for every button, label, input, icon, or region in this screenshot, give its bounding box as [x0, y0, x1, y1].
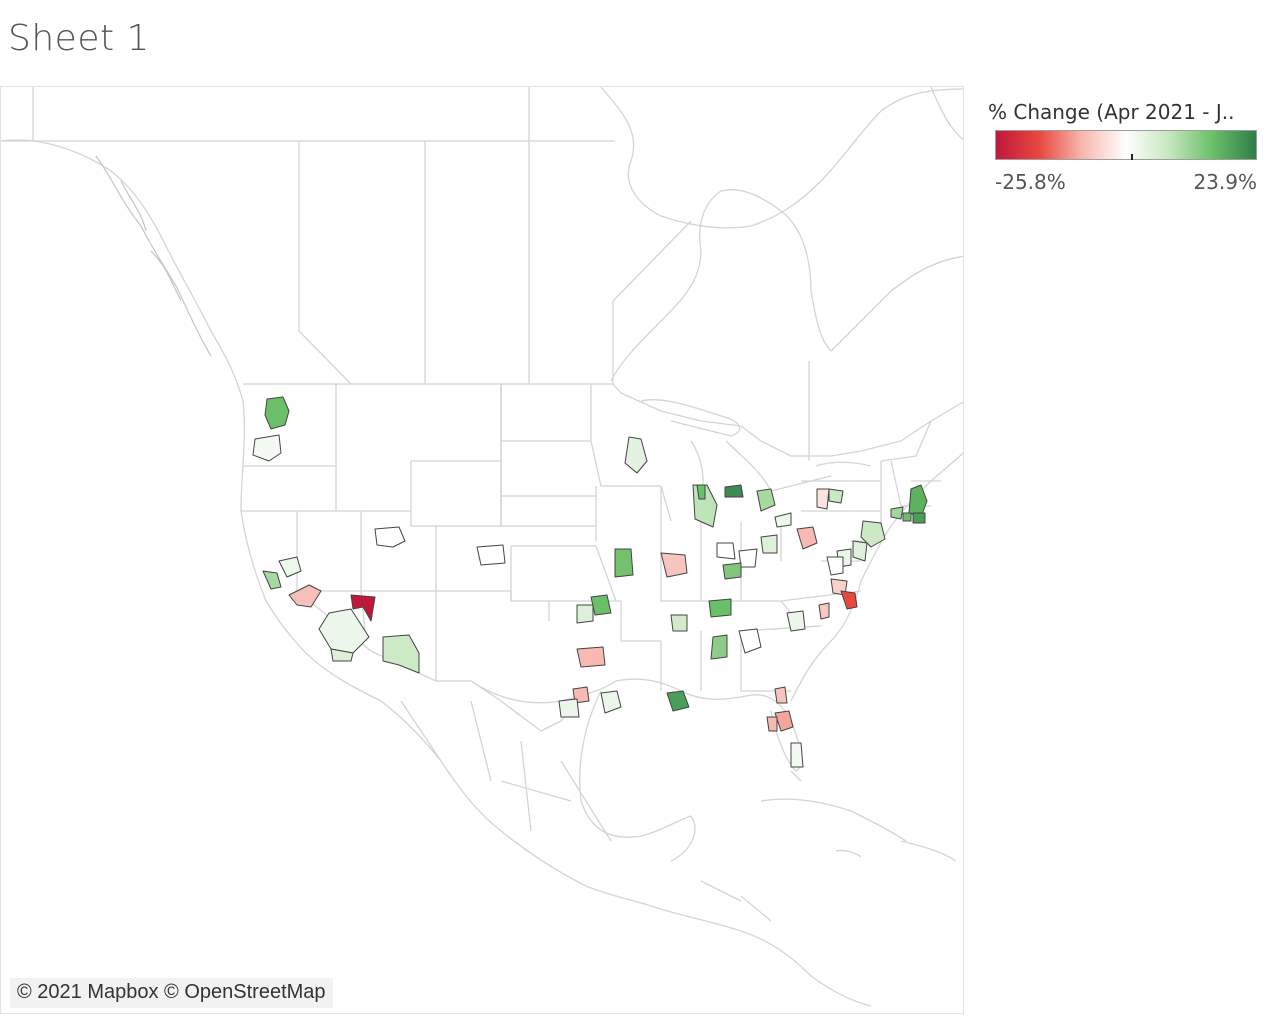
region-tulsa[interactable] [576, 604, 594, 624]
region-cincinnati[interactable] [738, 548, 758, 568]
coastline-gulf [470, 678, 803, 772]
region-tampa[interactable] [766, 716, 778, 732]
region-albany[interactable] [890, 506, 904, 520]
region-providence[interactable] [912, 512, 926, 524]
jamaica [835, 849, 862, 858]
legend-min-label: -25.8% [995, 170, 1066, 194]
region-nashville[interactable] [708, 598, 732, 618]
legend-title: % Change (Apr 2021 - J.. [988, 100, 1235, 124]
region-seattle[interactable] [264, 396, 290, 430]
region-jacksonville[interactable] [774, 686, 788, 704]
canada-us-border [243, 383, 963, 457]
region-new-york[interactable] [860, 520, 886, 548]
region-rochester[interactable] [828, 488, 844, 504]
region-salt-lake[interactable] [374, 526, 406, 548]
region-houston[interactable] [600, 690, 622, 714]
coastline-arctic [600, 87, 963, 229]
coastline-east [790, 452, 963, 702]
region-phoenix[interactable] [382, 634, 420, 674]
region-birmingham[interactable] [710, 634, 728, 660]
region-washington[interactable] [826, 556, 844, 576]
region-san-francisco[interactable] [262, 570, 282, 590]
province-line-6 [32, 87, 615, 142]
region-portland[interactable] [252, 434, 282, 462]
region-cleveland[interactable] [774, 512, 792, 528]
province-line-1 [298, 141, 352, 385]
region-pittsburgh[interactable] [796, 526, 818, 550]
legend-zero-marker [1130, 154, 1133, 160]
legend-max-label: 23.9% [1193, 170, 1257, 194]
region-grand-rapids[interactable] [724, 484, 744, 498]
metro-regions[interactable] [252, 396, 928, 768]
region-minneapolis[interactable] [624, 436, 648, 474]
region-columbus[interactable] [760, 534, 778, 554]
great-lakes [640, 399, 872, 497]
us-mexico-border [370, 650, 587, 732]
region-hartford[interactable] [902, 512, 912, 522]
region-virginia-beach[interactable] [840, 590, 858, 610]
cuba [760, 798, 907, 842]
central-america [650, 880, 872, 1007]
sheet-title: Sheet 1 [8, 18, 150, 59]
legend-labels: -25.8% 23.9% [995, 166, 1257, 194]
region-detroit[interactable] [756, 488, 776, 512]
color-legend: % Change (Apr 2021 - J.. -25.8% 23.9% [988, 100, 1260, 194]
region-fresno[interactable] [288, 584, 322, 608]
province-line-5 [612, 220, 692, 302]
hispaniola [900, 840, 957, 862]
region-orlando[interactable] [774, 710, 794, 732]
region-louisville[interactable] [722, 562, 742, 580]
region-boston[interactable] [908, 484, 928, 518]
region-miami[interactable] [790, 742, 804, 768]
region-denver[interactable] [476, 544, 506, 566]
coastline-labrador [830, 255, 963, 352]
bc-coast [95, 155, 212, 357]
region-indianapolis[interactable] [716, 542, 736, 560]
florida-keys [790, 770, 802, 782]
region-philadelphia[interactable] [852, 540, 868, 562]
region-kansas-city[interactable] [614, 548, 634, 578]
region-charlotte[interactable] [786, 610, 806, 632]
state-lines-west [241, 384, 596, 681]
map-canvas[interactable] [1, 87, 964, 1014]
region-sacramento[interactable] [278, 556, 302, 578]
region-dallas[interactable] [576, 646, 606, 668]
region-new-orleans[interactable] [666, 690, 690, 712]
region-st-louis[interactable] [660, 552, 688, 578]
region-san-antonio[interactable] [558, 698, 580, 718]
region-las-vegas[interactable] [350, 594, 376, 622]
region-atlanta[interactable] [738, 628, 762, 654]
region-buffalo[interactable] [816, 488, 830, 510]
map-view[interactable]: © 2021 Mapbox © OpenStreetMap [0, 86, 964, 1014]
legend-gradient-bar [995, 130, 1257, 160]
coastline-mexico-gulf [579, 690, 696, 862]
state-lines-central [500, 384, 672, 642]
region-raleigh[interactable] [818, 602, 830, 620]
region-memphis[interactable] [670, 614, 688, 632]
coastline-hudson [610, 189, 832, 382]
region-san-diego[interactable] [330, 648, 354, 662]
region-milwaukee[interactable] [696, 484, 706, 500]
mexico-states [400, 700, 612, 842]
region-oklahoma-city[interactable] [590, 594, 612, 616]
greenland-edge [930, 87, 963, 141]
map-attribution[interactable]: © 2021 Mapbox © OpenStreetMap [10, 978, 333, 1008]
coastline-west [1, 139, 652, 907]
